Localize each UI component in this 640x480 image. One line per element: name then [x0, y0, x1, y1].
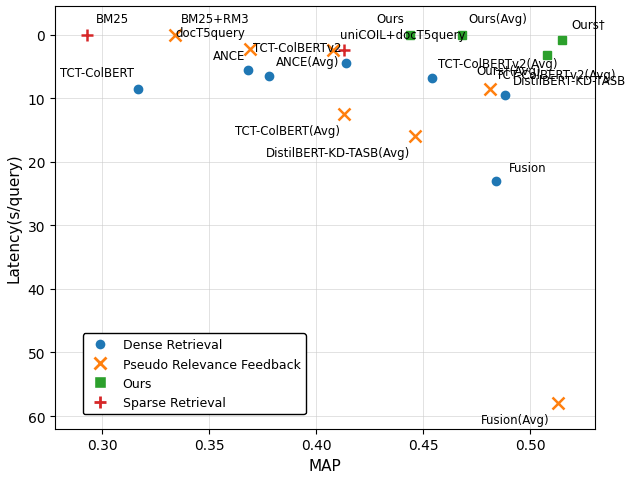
- Legend: Dense Retrieval, Pseudo Relevance Feedback, Ours, Sparse Retrieval: Dense Retrieval, Pseudo Relevance Feedba…: [83, 334, 305, 414]
- Text: docT5query: docT5query: [175, 27, 246, 40]
- Text: TCT-ColBERT(Avg): TCT-ColBERT(Avg): [235, 124, 340, 137]
- Text: TCT-ColBERT: TCT-ColBERT: [60, 67, 134, 80]
- Text: Ours(Avg): Ours(Avg): [468, 13, 527, 26]
- Text: BM25: BM25: [95, 13, 129, 26]
- Text: Ours†(Avg): Ours†(Avg): [476, 65, 541, 78]
- Y-axis label: Latency(s/query): Latency(s/query): [7, 153, 22, 283]
- Text: DistilBERT-KD-TASB: DistilBERT-KD-TASB: [513, 75, 627, 88]
- Text: ANCE: ANCE: [213, 50, 246, 63]
- Text: Fusion: Fusion: [509, 162, 547, 175]
- Text: DistilBERT-KD-TASB(Avg): DistilBERT-KD-TASB(Avg): [266, 146, 410, 159]
- Text: TCT-ColBERTv2(Avg): TCT-ColBERTv2(Avg): [496, 69, 616, 82]
- Text: Fusion(Avg): Fusion(Avg): [481, 413, 550, 426]
- Text: Ours: Ours: [376, 13, 404, 26]
- Text: TCT-ColBERTv2: TCT-ColBERTv2: [253, 42, 342, 55]
- Text: BM25+RM3: BM25+RM3: [181, 13, 250, 26]
- Text: TCT-ColBERTv2(Avg): TCT-ColBERTv2(Avg): [438, 58, 557, 71]
- X-axis label: MAP: MAP: [308, 458, 341, 473]
- Text: Ours†: Ours†: [571, 18, 605, 31]
- Text: uniCOIL+docT5query: uniCOIL+docT5query: [340, 29, 465, 42]
- Text: ANCE(Avg): ANCE(Avg): [275, 56, 339, 69]
